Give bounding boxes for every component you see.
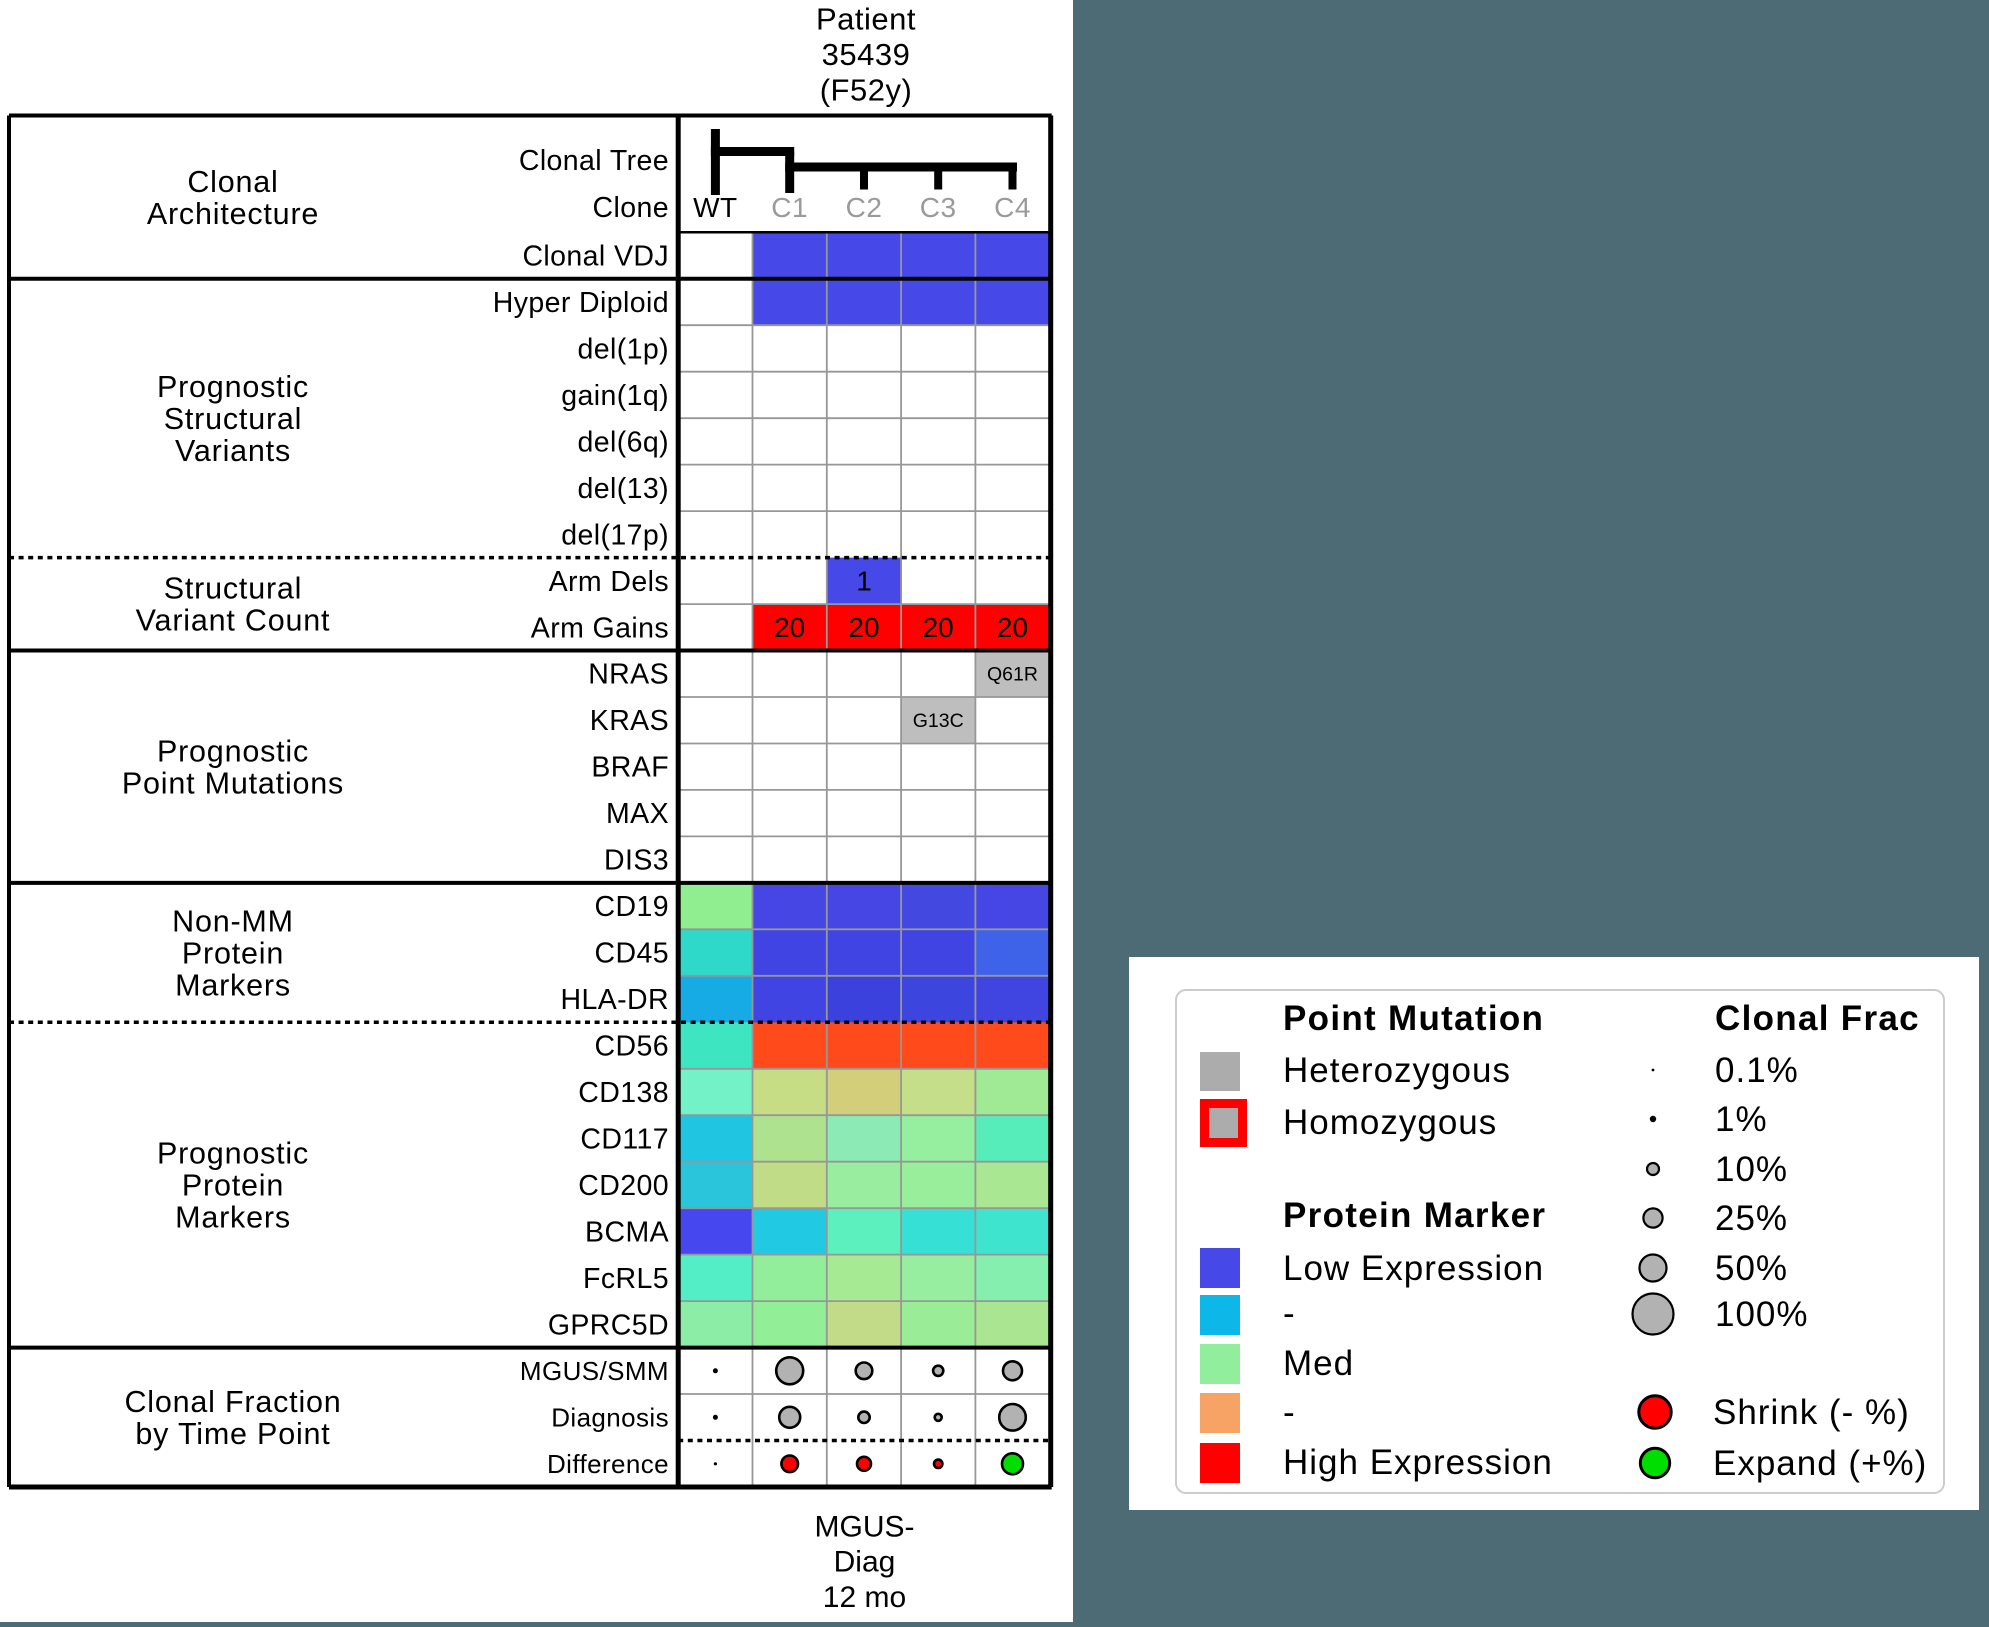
- svg-text:Architecture: Architecture: [147, 197, 319, 231]
- svg-text:BRAF: BRAF: [591, 752, 669, 784]
- svg-text:C2: C2: [846, 192, 883, 223]
- svg-text:MGUS/SMM: MGUS/SMM: [520, 1356, 669, 1386]
- svg-text:C4: C4: [994, 192, 1031, 223]
- svg-text:Hyper Diploid: Hyper Diploid: [493, 287, 669, 319]
- svg-text:Clonal VDJ: Clonal VDJ: [522, 241, 669, 273]
- svg-text:WT: WT: [693, 192, 738, 223]
- svg-text:-: -: [1283, 1393, 1296, 1432]
- svg-text:-: -: [1283, 1294, 1296, 1333]
- svg-text:Structural: Structural: [164, 572, 303, 606]
- svg-text:Variant Count: Variant Count: [136, 604, 331, 638]
- svg-text:BCMA: BCMA: [585, 1216, 669, 1248]
- svg-text:Clonal Frac: Clonal Frac: [1715, 999, 1920, 1038]
- svg-text:HLA-DR: HLA-DR: [561, 984, 670, 1016]
- svg-text:Med: Med: [1283, 1344, 1354, 1383]
- svg-text:Arm Gains: Arm Gains: [531, 612, 669, 644]
- svg-text:Prognostic: Prognostic: [157, 1137, 309, 1171]
- svg-text:Protein: Protein: [182, 1169, 284, 1203]
- svg-text:Clonal Fraction: Clonal Fraction: [124, 1385, 341, 1419]
- svg-text:0.1%: 0.1%: [1715, 1051, 1799, 1090]
- svg-text:KRAS: KRAS: [590, 705, 669, 737]
- svg-text:Clonal Tree: Clonal Tree: [519, 145, 669, 177]
- svg-text:20: 20: [997, 612, 1028, 643]
- svg-text:FcRL5: FcRL5: [583, 1263, 669, 1295]
- svg-text:Clonal: Clonal: [187, 165, 278, 199]
- svg-text:CD56: CD56: [595, 1031, 669, 1063]
- svg-text:Heterozygous: Heterozygous: [1283, 1051, 1511, 1090]
- svg-text:del(6q): del(6q): [577, 426, 669, 458]
- svg-text:DIS3: DIS3: [604, 845, 669, 877]
- svg-text:C3: C3: [920, 192, 957, 223]
- svg-text:by Time Point: by Time Point: [135, 1417, 330, 1451]
- svg-text:Q61R: Q61R: [987, 664, 1038, 686]
- svg-text:25%: 25%: [1715, 1199, 1788, 1238]
- svg-text:MGUS-: MGUS-: [815, 1511, 915, 1544]
- svg-text:100%: 100%: [1715, 1295, 1809, 1334]
- svg-text:Patient: Patient: [816, 1, 916, 36]
- svg-text:20: 20: [923, 612, 954, 643]
- svg-text:50%: 50%: [1715, 1249, 1788, 1288]
- svg-text:CD117: CD117: [580, 1123, 669, 1155]
- svg-text:CD138: CD138: [578, 1077, 669, 1109]
- svg-text:Variants: Variants: [175, 434, 291, 468]
- svg-text:G13C: G13C: [913, 710, 964, 732]
- svg-text:Low Expression: Low Expression: [1283, 1249, 1544, 1288]
- svg-text:12 mo: 12 mo: [823, 1581, 906, 1614]
- svg-text:del(17p): del(17p): [561, 519, 669, 551]
- svg-text:C1: C1: [771, 192, 808, 223]
- svg-text:Difference: Difference: [547, 1449, 669, 1479]
- svg-text:35439: 35439: [822, 37, 911, 72]
- svg-text:CD45: CD45: [595, 938, 669, 970]
- svg-text:10%: 10%: [1715, 1150, 1788, 1189]
- svg-text:20: 20: [848, 612, 879, 643]
- svg-text:GPRC5D: GPRC5D: [548, 1309, 669, 1341]
- svg-text:Protein: Protein: [182, 936, 284, 970]
- svg-text:(F52y): (F52y): [820, 72, 913, 107]
- svg-text:Prognostic: Prognostic: [157, 734, 309, 768]
- svg-text:20: 20: [774, 612, 805, 643]
- svg-text:Prognostic: Prognostic: [157, 370, 309, 404]
- svg-text:Diag: Diag: [834, 1546, 896, 1579]
- svg-text:Arm Dels: Arm Dels: [549, 566, 669, 598]
- svg-text:del(1p): del(1p): [577, 334, 669, 366]
- svg-text:Expand (+%): Expand (+%): [1713, 1444, 1927, 1483]
- svg-text:del(13): del(13): [577, 473, 669, 505]
- svg-text:High Expression: High Expression: [1283, 1443, 1553, 1482]
- svg-text:Protein Marker: Protein Marker: [1283, 1196, 1546, 1235]
- svg-text:Non-MM: Non-MM: [172, 904, 294, 938]
- svg-text:Markers: Markers: [175, 968, 291, 1002]
- svg-text:NRAS: NRAS: [588, 659, 669, 691]
- svg-text:Point Mutations: Point Mutations: [122, 766, 344, 800]
- svg-text:1%: 1%: [1715, 1100, 1768, 1139]
- svg-text:CD19: CD19: [595, 891, 669, 923]
- svg-text:Markers: Markers: [175, 1201, 291, 1235]
- svg-text:gain(1q): gain(1q): [561, 380, 669, 412]
- svg-text:Clone: Clone: [593, 192, 669, 224]
- svg-text:Structural: Structural: [164, 402, 303, 436]
- svg-text:Point Mutation: Point Mutation: [1283, 999, 1544, 1038]
- svg-text:Homozygous: Homozygous: [1283, 1103, 1497, 1142]
- svg-text:1: 1: [856, 566, 872, 597]
- svg-text:CD200: CD200: [578, 1170, 669, 1202]
- svg-text:MAX: MAX: [606, 798, 669, 830]
- svg-text:Diagnosis: Diagnosis: [551, 1402, 669, 1432]
- svg-text:Shrink (- %): Shrink (- %): [1713, 1393, 1910, 1432]
